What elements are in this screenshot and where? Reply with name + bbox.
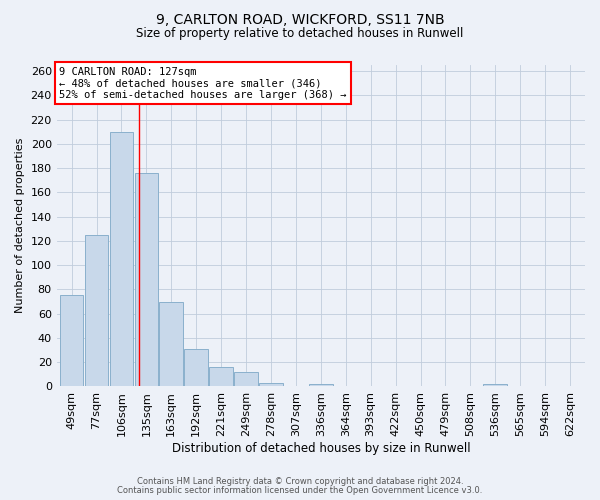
Bar — [484, 384, 507, 386]
Bar — [209, 367, 233, 386]
Bar — [110, 132, 133, 386]
Text: Size of property relative to detached houses in Runwell: Size of property relative to detached ho… — [136, 28, 464, 40]
X-axis label: Distribution of detached houses by size in Runwell: Distribution of detached houses by size … — [172, 442, 470, 455]
Bar — [259, 383, 283, 386]
Text: Contains public sector information licensed under the Open Government Licence v3: Contains public sector information licen… — [118, 486, 482, 495]
Bar — [160, 302, 183, 386]
Y-axis label: Number of detached properties: Number of detached properties — [15, 138, 25, 314]
Bar — [309, 384, 332, 386]
Bar — [134, 173, 158, 386]
Text: Contains HM Land Registry data © Crown copyright and database right 2024.: Contains HM Land Registry data © Crown c… — [137, 477, 463, 486]
Text: 9, CARLTON ROAD, WICKFORD, SS11 7NB: 9, CARLTON ROAD, WICKFORD, SS11 7NB — [155, 12, 445, 26]
Text: 9 CARLTON ROAD: 127sqm
← 48% of detached houses are smaller (346)
52% of semi-de: 9 CARLTON ROAD: 127sqm ← 48% of detached… — [59, 66, 347, 100]
Bar — [234, 372, 258, 386]
Bar — [85, 235, 109, 386]
Bar — [184, 349, 208, 387]
Bar — [60, 296, 83, 386]
